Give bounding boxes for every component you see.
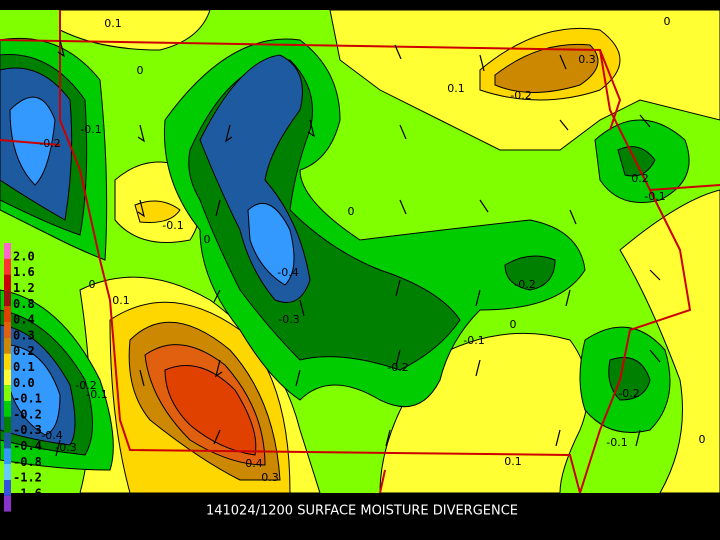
contour-label: -0.1 (463, 334, 484, 347)
field: 0.1000.30.1-0.2-0.1-0.20.2-0.1-0.100-0.4… (0, 10, 720, 493)
contour-label: -0.4 (41, 429, 62, 442)
legend-swatch (4, 243, 11, 259)
legend-label: 0.2 (13, 344, 35, 358)
contour-label: 0.2 (631, 172, 649, 185)
contour-label: 0.1 (104, 17, 122, 30)
legend-swatch (4, 401, 11, 417)
contour-label: -0.1 (80, 123, 101, 136)
contour-label: 0 (89, 278, 96, 291)
legend-label: 0.1 (13, 360, 35, 374)
legend-swatch (4, 290, 11, 307)
legend-swatch (4, 448, 11, 465)
contour-label: -0.2 (75, 379, 96, 392)
contour-label: -0.1 (86, 388, 107, 401)
contour-label: 0 (664, 15, 671, 28)
legend-swatch (4, 274, 11, 291)
contour-label: -0.2 (618, 387, 639, 400)
contour-label: 0.1 (504, 455, 522, 468)
legend-swatch (4, 480, 11, 496)
contour-label: -0.4 (277, 266, 298, 279)
legend-swatch (4, 432, 11, 449)
contour-label: -0.3 (278, 313, 299, 326)
legend-label: -0.3 (13, 423, 42, 437)
contour-label: 0.3 (578, 53, 596, 66)
legend-swatch (4, 464, 11, 480)
contour-label: 0 (137, 64, 144, 77)
contour-label: -0.1 (644, 190, 665, 203)
legend-label: -1.6 (13, 486, 42, 500)
legend-label: -0.1 (13, 392, 42, 406)
legend-label: 1.2 (13, 281, 35, 295)
legend-label: -2.0 (13, 502, 42, 516)
contour-label: -0.2 (514, 278, 535, 291)
legend-label: 0.3 (13, 328, 35, 342)
legend-label: 0.0 (13, 376, 35, 390)
contour-label: -0.2 (39, 137, 60, 150)
map-title: 141024/1200 SURFACE MOISTURE DIVERGENCE (206, 504, 518, 519)
legend-label: 2.0 (13, 249, 35, 263)
legend-swatch (4, 322, 11, 338)
contour-label: 0.3 (261, 471, 279, 484)
legend-swatch (4, 337, 11, 354)
color-legend: 2.0 1.6 1.2 0.8 0.40.3 0.2 0.1 0.0 -0.1-0.2 -0.3 -… (4, 243, 42, 516)
legend-label: 1.6 (13, 265, 35, 279)
contour-label: 0.1 (112, 294, 130, 307)
legend-swatch (4, 258, 11, 275)
contour-label: 0.4 (245, 457, 263, 470)
legend-label: 0.8 (13, 297, 35, 311)
legend-swatch (4, 495, 11, 512)
contour-label: -0.2 (387, 361, 408, 374)
contour-label: -0.3 (55, 441, 76, 454)
legend-label: 0.4 (13, 313, 35, 327)
contour-label: 0 (204, 233, 211, 246)
contour-label: -0.1 (162, 219, 183, 232)
contour-label: -0.1 (606, 436, 627, 449)
contour-label: 0 (348, 205, 355, 218)
legend-swatch (4, 416, 11, 433)
legend-swatch (4, 306, 11, 322)
legend-label: -0.4 (13, 439, 42, 453)
legend-swatch (4, 369, 11, 386)
legend-label: -0.8 (13, 455, 42, 469)
legend-label: -0.2 (13, 407, 42, 421)
contour-label: -0.2 (510, 89, 531, 102)
contour-label: 0.1 (447, 82, 465, 95)
contour-labels: 0.1000.30.1-0.2-0.1-0.20.2-0.1-0.100-0.4… (39, 15, 705, 484)
legend-swatch (4, 353, 11, 370)
contour-label: 0 (510, 318, 517, 331)
contour-label: 0 (699, 433, 706, 446)
legend-label: -1.2 (13, 471, 42, 485)
legend-swatch (4, 385, 11, 401)
